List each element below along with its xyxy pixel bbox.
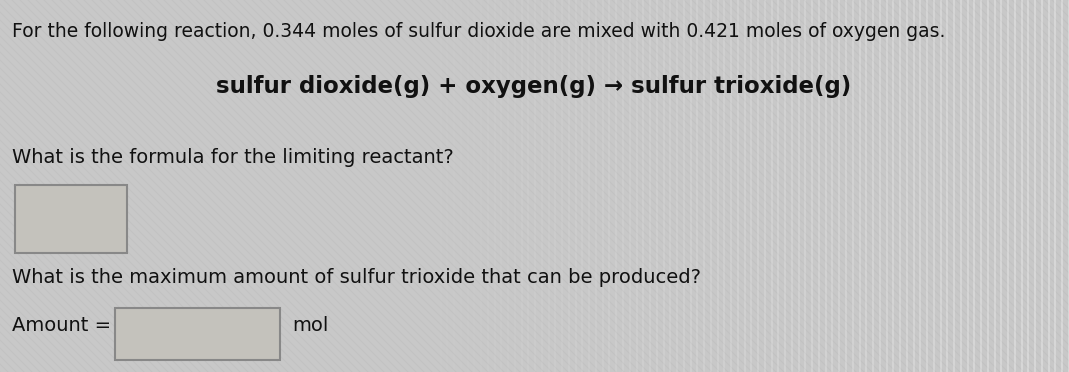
- Text: Amount =: Amount =: [12, 316, 111, 335]
- FancyBboxPatch shape: [115, 308, 280, 360]
- Text: What is the maximum amount of sulfur trioxide that can be produced?: What is the maximum amount of sulfur tri…: [12, 268, 701, 287]
- Text: For the following reaction, 0.344 moles of sulfur dioxide are mixed with 0.421 m: For the following reaction, 0.344 moles …: [12, 22, 945, 41]
- Text: mol: mol: [292, 316, 328, 335]
- Text: What is the formula for the limiting reactant?: What is the formula for the limiting rea…: [12, 148, 453, 167]
- Text: sulfur dioxide(g) + oxygen(g) → sulfur trioxide(g): sulfur dioxide(g) + oxygen(g) → sulfur t…: [216, 75, 852, 98]
- FancyBboxPatch shape: [15, 185, 127, 253]
